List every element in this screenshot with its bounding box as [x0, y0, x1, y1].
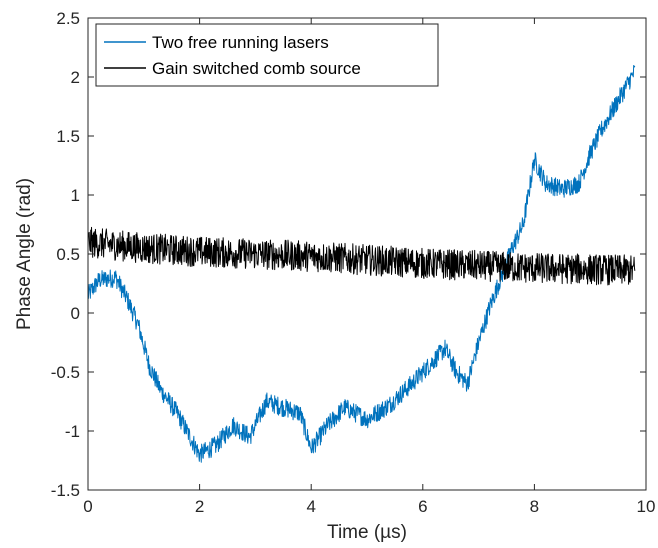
legend-box: [95, 23, 439, 87]
x-tick-label: 2: [195, 497, 204, 516]
x-tick-label: 8: [530, 497, 539, 516]
data-layer: [87, 64, 636, 463]
y-tick-label: 1.5: [56, 127, 80, 146]
x-tick-label: 4: [306, 497, 315, 516]
y-tick-label: -1: [65, 422, 80, 441]
ticks-layer: 0 2 4 6 8 10 -1.5 -1 -0.5 0 0.5 1 1.5 2 2.5: [51, 9, 656, 516]
y-tick-label: -1.5: [51, 481, 80, 500]
x-axis-label: Time (µs): [327, 522, 407, 543]
series-line-gain-switched-comb-source: [87, 226, 636, 286]
x-tick-label: 6: [418, 497, 427, 516]
series-line-two-free-running-lasers: [87, 64, 636, 463]
x-tick-label: 10: [637, 497, 656, 516]
legend-label-gain-switched-comb-source: Gain switched comb source: [152, 59, 361, 78]
legend: Two free running lasers Gain switched co…: [95, 23, 439, 87]
y-tick-label: 0: [71, 304, 80, 323]
y-axis-label: Phase Angle (rad): [14, 178, 35, 330]
y-tick-label: 2: [71, 68, 80, 87]
y-tick-label: 1: [71, 186, 80, 205]
y-tick-label: -0.5: [51, 363, 80, 382]
x-tick-label: 0: [83, 497, 92, 516]
y-tick-label: 2.5: [56, 9, 80, 28]
legend-label-two-free-running-lasers: Two free running lasers: [152, 33, 329, 52]
y-tick-label: 0.5: [56, 245, 80, 264]
